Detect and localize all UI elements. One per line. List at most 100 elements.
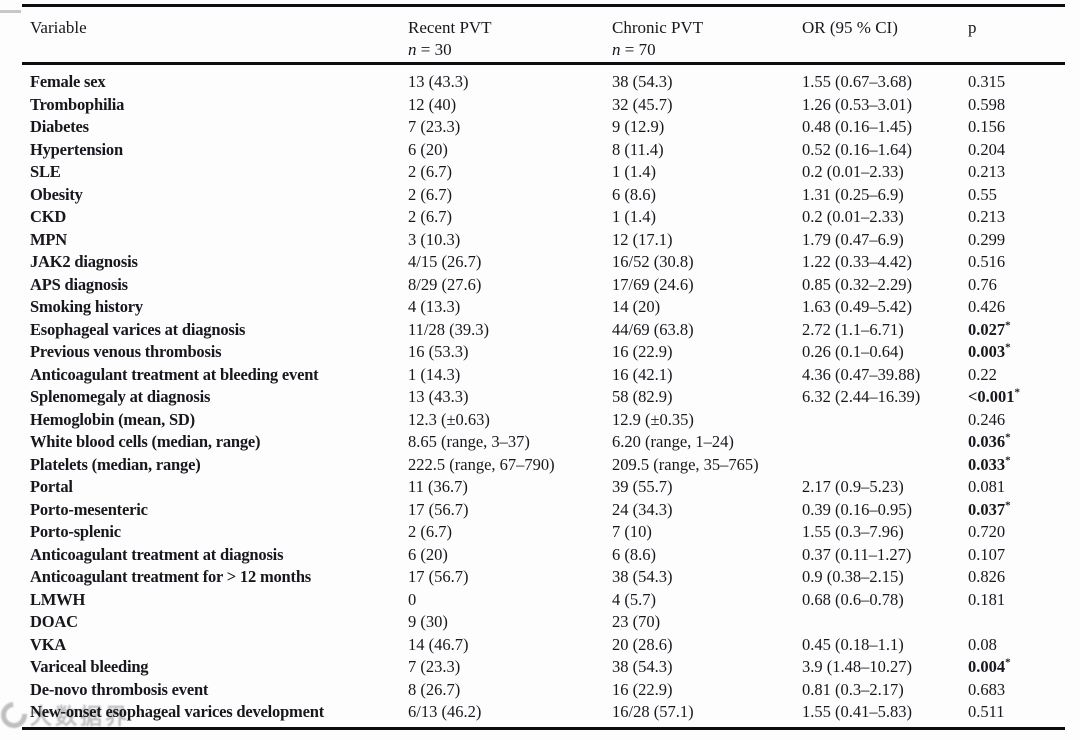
recent-value: 16 (53.3) (408, 342, 469, 361)
variable-label: VKA (30, 634, 67, 654)
p-value: 0.76 (968, 274, 997, 294)
recent-value: 14 (46.7) (408, 634, 469, 654)
chronic-value: 12 (17.1) (612, 229, 673, 249)
recent-value: 17 (56.7) (408, 499, 469, 519)
p-value: 0.213 (968, 162, 1006, 181)
table-body: Female sex 13 (43.3) 38 (54.3) 1.55 (0.67–3… (22, 62, 1065, 724)
or-value: 1.55 (0.67–3.68) (802, 72, 912, 91)
table-header: Variable Recent PVT n = 30 Chronic PVT n… (22, 7, 1065, 62)
recent-value: 2 (6.7) (408, 207, 452, 226)
p-value: 0.036* (968, 431, 1011, 451)
variable-label: Anticoagulant treatment for > 12 months (30, 567, 312, 586)
variable-label: De-novo thrombosis event (30, 679, 209, 699)
variable-label: Anticoagulant treatment at diagnosis (30, 544, 284, 564)
recent-value: 2 (6.7) (408, 162, 452, 181)
significance-asterisk: * (1005, 341, 1011, 354)
chronic-value: 9 (12.9) (612, 117, 665, 136)
p-value: <0.001* (968, 386, 1021, 406)
table-row: Porto-splenic 2 (6.7) 7 (10) 1.55 (0.3–7.96… (22, 521, 1065, 544)
recent-value: 8/29 (27.6) (408, 274, 482, 294)
or-value: 3.9 (1.48–10.27) (802, 657, 912, 676)
recent-pvt-title: Recent PVT (408, 18, 492, 37)
recent-value: 6 (20) (408, 139, 448, 159)
table-row: LMWH 0 4 (5.7) 0.68 (0.6–0.78) 0.181 (22, 589, 1065, 612)
table-row: Variceal bleeding 7 (23.3) 38 (54.3) 3.9 (1… (22, 656, 1065, 679)
chronic-value: 38 (54.3) (612, 657, 673, 676)
table-row: New-onset esophageal varices development… (22, 701, 1065, 724)
p-value: 0.246 (968, 409, 1006, 429)
variable-label: Porto-mesenteric (30, 499, 148, 519)
variable-label: APS diagnosis (30, 274, 128, 294)
table-row: Diabetes 7 (23.3) 9 (12.9) 0.48 (0.16–1.45)… (22, 116, 1065, 139)
significance-asterisk: * (1005, 499, 1011, 511)
table-row: Platelets (median, range) 222.5 (range, 6… (22, 454, 1065, 477)
recent-value: 6/13 (46.2) (408, 702, 482, 721)
chronic-value: 6.20 (range, 1–24) (612, 432, 734, 451)
variable-label: DOAC (30, 612, 78, 631)
or-value (802, 409, 968, 432)
table-row: Esophageal varices at diagnosis 11/28 (39… (22, 319, 1065, 342)
p-value: 0.299 (968, 229, 1006, 249)
recent-value: 2 (6.7) (408, 184, 452, 204)
table-row: Splenomegaly at diagnosis 13 (43.3) 58 (82… (22, 386, 1065, 409)
or-value: 1.55 (0.41–5.83) (802, 702, 912, 721)
table-row: Smoking history 4 (13.3) 14 (20) 1.63 (0.49… (22, 296, 1065, 319)
recent-value: 4/15 (26.7) (408, 252, 482, 271)
variable-label: SLE (30, 162, 61, 181)
header-row: Variable Recent PVT n = 30 Chronic PVT n… (22, 7, 1065, 62)
or-value: 1.55 (0.3–7.96) (802, 522, 904, 541)
recent-value: 11/28 (39.3) (408, 319, 489, 339)
chronic-value: 32 (45.7) (612, 94, 673, 114)
p-value: 0.598 (968, 94, 1006, 114)
or-value: 0.48 (0.16–1.45) (802, 117, 912, 136)
p-value: 0.033* (968, 454, 1011, 474)
recent-value: 12.3 (±0.63) (408, 409, 490, 429)
p-value: 0.826 (968, 567, 1006, 586)
chronic-value: 16/52 (30.8) (612, 252, 694, 271)
recent-pvt-n: n = 30 (408, 40, 452, 59)
variable-label: MPN (30, 229, 67, 249)
variable-label: Esophageal varices at diagnosis (30, 319, 246, 339)
table-row: Trombophilia 12 (40) 32 (45.7) 1.26 (0.53–3… (22, 94, 1065, 117)
recent-value: 12 (40) (408, 94, 457, 114)
chronic-value: 12.9 (±0.35) (612, 409, 694, 429)
or-value: 4.36 (0.47–39.88) (802, 364, 921, 384)
table-row: SLE 2 (6.7) 1 (1.4) 0.2 (0.01–2.33) 0.213 (22, 161, 1065, 184)
or-value (802, 611, 968, 634)
chronic-value: 16 (42.1) (612, 364, 673, 384)
p-value: 0.027* (968, 319, 1011, 339)
table-row: VKA 14 (46.7) 20 (28.6) 0.45 (0.18–1.1) 0.08 (22, 634, 1065, 657)
or-value: 1.63 (0.49–5.42) (802, 297, 912, 316)
variable-label: Previous venous thrombosis (30, 342, 222, 361)
recent-value: 13 (43.3) (408, 72, 469, 91)
recent-value: 9 (30) (408, 612, 448, 631)
or-value (802, 454, 968, 477)
chronic-value: 6 (8.6) (612, 184, 656, 204)
scan-artifact-mark (0, 10, 21, 13)
table-row: APS diagnosis 8/29 (27.6) 17/69 (24.6) 0.85… (22, 274, 1065, 297)
variable-label: Hemoglobin (mean, SD) (30, 409, 195, 429)
variable-label: CKD (30, 207, 67, 226)
or-value (802, 431, 968, 454)
significance-asterisk: * (1005, 319, 1011, 331)
p-value: 0.22 (968, 364, 997, 384)
p-value: 0.511 (968, 702, 1005, 721)
recent-value: 222.5 (range, 67–790) (408, 454, 555, 474)
or-value: 0.39 (0.16–0.95) (802, 499, 912, 519)
table-row: DOAC 9 (30) 23 (70) (22, 611, 1065, 634)
or-value: 2.17 (0.9–5.23) (802, 477, 904, 496)
watermark: 大数据界 (0, 696, 130, 734)
table-row: Previous venous thrombosis 16 (53.3) 16 (2… (22, 341, 1065, 364)
recent-value: 11 (36.7) (408, 477, 468, 496)
table-row: MPN 3 (10.3) 12 (17.1) 1.79 (0.47–6.9) 0.299 (22, 229, 1065, 252)
or-value: 0.37 (0.11–1.27) (802, 544, 912, 564)
chronic-value: 1 (1.4) (612, 207, 656, 226)
variable-label: Obesity (30, 184, 83, 204)
p-value: 0.08 (968, 634, 997, 654)
table-row: White blood cells (median, range) 8.65 (r… (22, 431, 1065, 454)
variable-label: Hypertension (30, 139, 123, 159)
p-value: 0.003* (968, 341, 1011, 361)
variable-label: Trombophilia (30, 94, 125, 114)
recent-value: 7 (23.3) (408, 657, 461, 676)
col-header-or-ci: OR (95 % CI) (802, 18, 898, 37)
